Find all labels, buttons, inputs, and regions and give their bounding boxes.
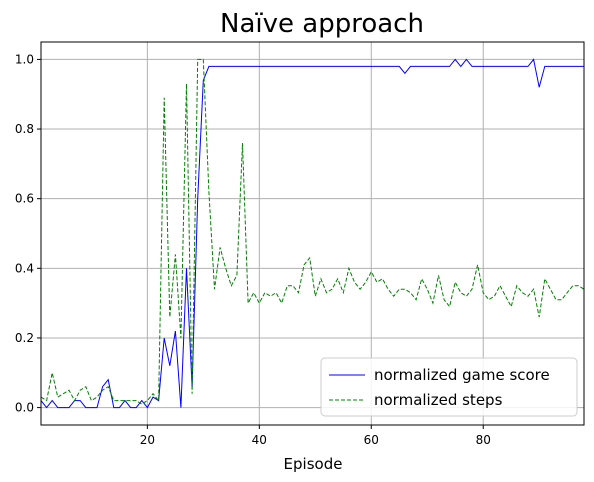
legend-box [320, 357, 578, 417]
y-tick-label: 0.4 [15, 261, 34, 275]
x-tick-label: 60 [364, 433, 379, 447]
y-tick-label: 0.0 [15, 401, 34, 415]
legend: normalized game score normalized steps [320, 357, 578, 417]
y-tick-label: 0.2 [15, 331, 34, 345]
series-line-1 [40, 58, 585, 405]
y-tick-label: 0.6 [15, 192, 34, 206]
series-layer [40, 58, 585, 409]
x-tick-label: 40 [252, 433, 267, 447]
y-tick-label: 1.0 [15, 52, 34, 66]
legend-label-game-score: normalized game score [374, 366, 550, 384]
series-line-0 [40, 58, 584, 409]
x-tick-label: 80 [476, 433, 491, 447]
x-tick-label: 20 [140, 433, 155, 447]
plot-frame [40, 41, 585, 426]
ticks: 20 40 60 80 0.0 0.2 0.4 0.6 0.8 1.0 [15, 52, 491, 447]
legend-label-steps: normalized steps [374, 391, 503, 409]
chart-title: Naïve approach [220, 9, 424, 39]
x-axis-label: Episode [284, 455, 343, 473]
y-tick-label: 0.8 [15, 122, 34, 136]
